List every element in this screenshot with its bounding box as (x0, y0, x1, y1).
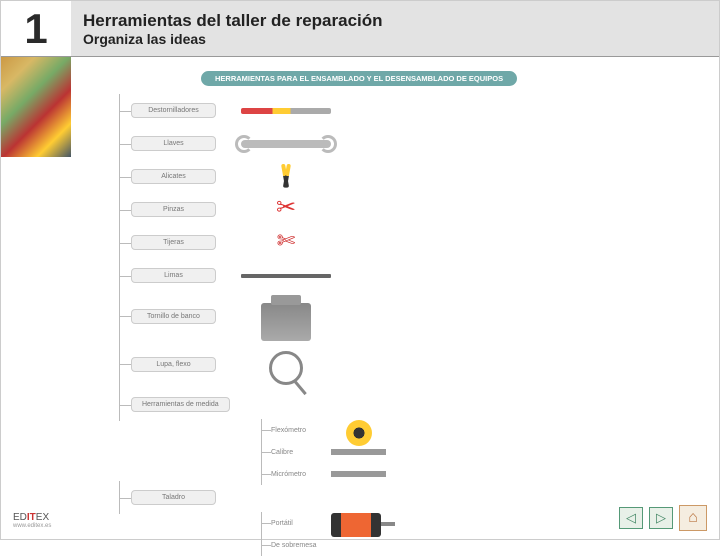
tool-icon (241, 263, 331, 289)
tool-node: Tijeras (131, 235, 216, 250)
tool-row: Destornilladores (131, 94, 591, 127)
measure-child-label: Calibre (271, 449, 331, 456)
tool-row: Pinzas ✂ (131, 193, 591, 226)
tool-node: Alicates (131, 169, 216, 184)
drill-child-row: Portátil (271, 512, 591, 534)
tool-icon (241, 131, 331, 157)
tool-icon (241, 303, 331, 329)
measure-child-icon (331, 442, 386, 462)
tool-icon (241, 164, 331, 190)
page-header: 1 Herramientas del taller de reparación … (1, 1, 719, 57)
drill-subtree: Portátil De sobremesa (271, 512, 591, 556)
page-subtitle: Organiza las ideas (83, 31, 383, 47)
measure-child-row: Calibre (271, 441, 591, 463)
tool-node: Lupa, flexo (131, 357, 216, 372)
prev-button[interactable]: ◁ (619, 507, 643, 529)
tool-node: Limas (131, 268, 216, 283)
home-button[interactable]: ⌂ (679, 505, 707, 531)
tool-row: Tornillo de banco (131, 292, 591, 340)
drill-child-icon (331, 513, 386, 533)
tool-icon: ✂ (241, 197, 331, 223)
tool-row: Llaves (131, 127, 591, 160)
drill-child-row: De sobremesa (271, 534, 591, 556)
measure-child-icon (331, 420, 386, 440)
tool-icon (241, 351, 331, 377)
tool-row: Tijeras ✄ (131, 226, 591, 259)
measure-subtree: Flexómetro Calibre Micrómetro (271, 419, 591, 485)
publisher-url: www.editex.es (13, 523, 51, 529)
tool-row: Lupa, flexo (131, 340, 591, 388)
diagram-area: HERRAMIENTAS PARA EL ENSAMBLADO Y EL DES… (131, 71, 591, 491)
tool-icon: ✄ (241, 230, 331, 256)
diagram-title: HERRAMIENTAS PARA EL ENSAMBLADO Y EL DES… (201, 71, 517, 86)
next-button[interactable]: ▷ (649, 507, 673, 529)
node-drill: Taladro (131, 490, 216, 505)
tool-row: Alicates (131, 160, 591, 193)
drill-child-icon (331, 535, 386, 555)
nav-buttons: ◁ ▷ ⌂ (619, 505, 707, 531)
measure-child-row: Flexómetro (271, 419, 591, 441)
tool-row: Limas (131, 259, 591, 292)
node-measure: Herramientas de medida (131, 397, 230, 412)
publisher-logo: EDITEX www.editex.es (13, 512, 51, 529)
measure-child-label: Flexómetro (271, 427, 331, 434)
tool-node: Pinzas (131, 202, 216, 217)
tool-icon (241, 98, 331, 124)
page-title: Herramientas del taller de reparación (83, 11, 383, 31)
header-text: Herramientas del taller de reparación Or… (71, 1, 395, 56)
measure-row: Herramientas de medida (131, 388, 591, 421)
drill-child-label: Portátil (271, 520, 331, 527)
drill-child-label: De sobremesa (271, 542, 331, 549)
unit-number: 1 (1, 1, 71, 56)
drill-row: Taladro (131, 481, 591, 514)
tool-node: Destornilladores (131, 103, 216, 118)
tool-node: Tornillo de banco (131, 309, 216, 324)
tool-node: Llaves (131, 136, 216, 151)
measure-child-label: Micrómetro (271, 471, 331, 478)
sidebar-photo (1, 57, 71, 157)
